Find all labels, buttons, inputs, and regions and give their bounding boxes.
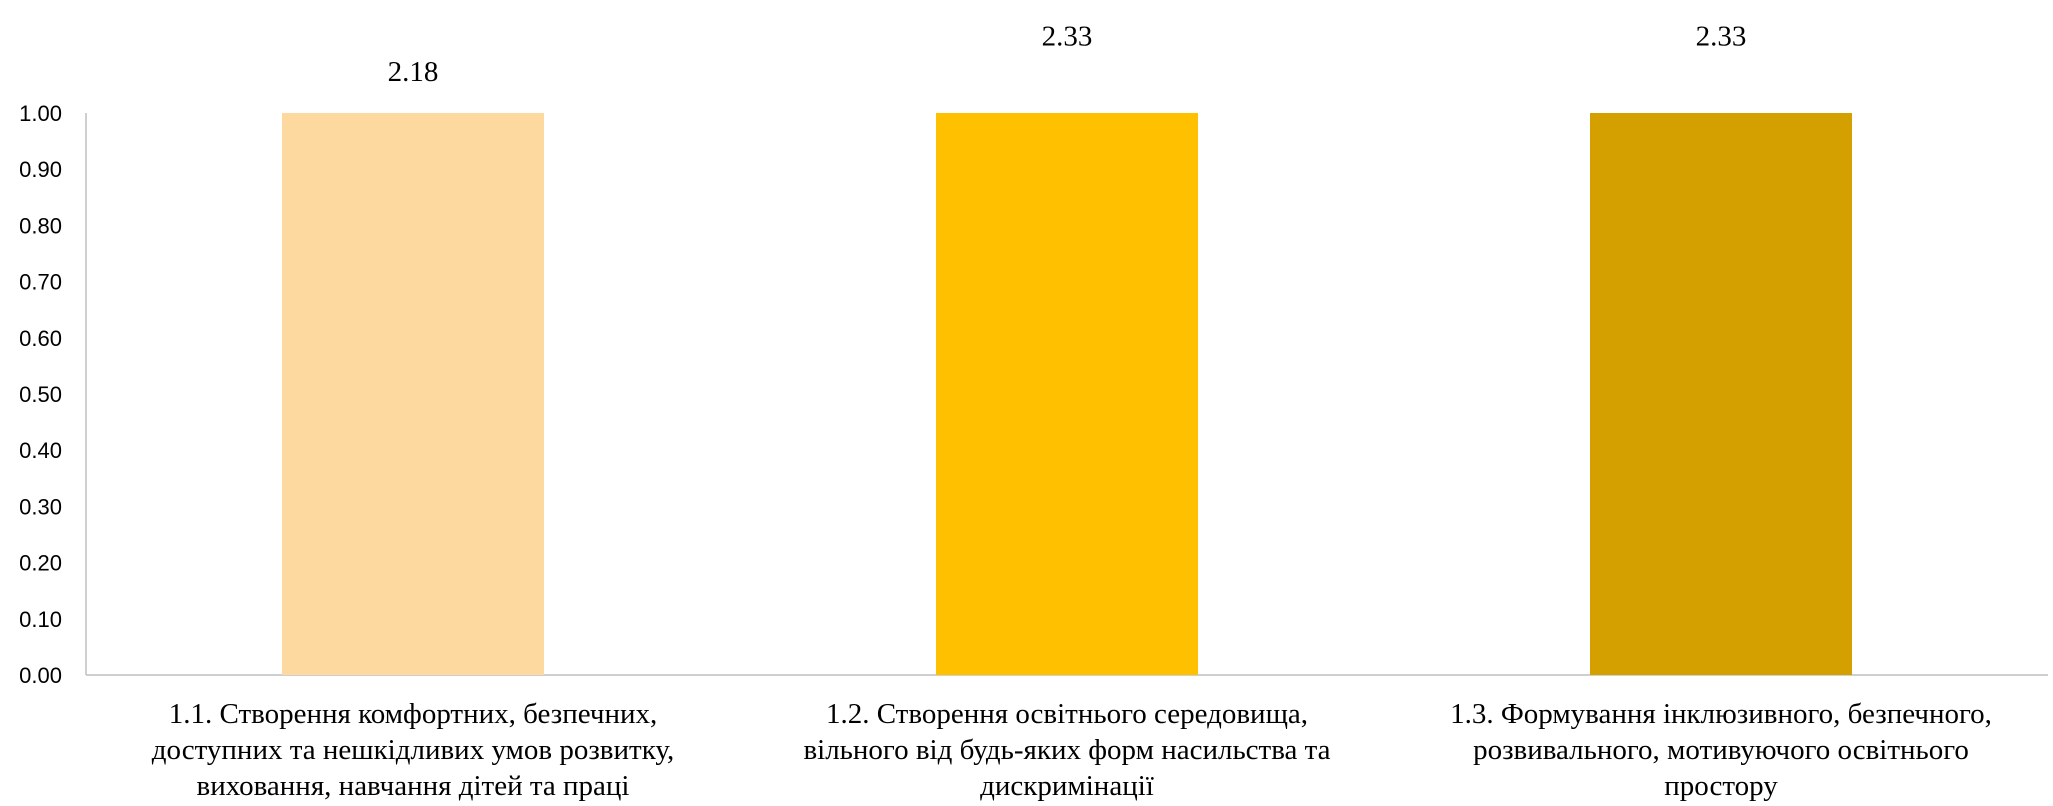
x-tick-label: 1.1. Створення комфортних, безпечних, дос…: [93, 696, 733, 804]
x-tick-label: 1.3. Формування інклюзивного, безпечного…: [1401, 696, 2041, 804]
x-tick-label: 1.2. Створення освітнього середовища, віл…: [747, 696, 1387, 804]
y-tick-label: 0.90: [19, 157, 62, 182]
data-label: 2.33: [1042, 21, 1093, 53]
x-tick-label-line: розвивального, мотивуючого освітнього: [1473, 734, 1969, 766]
y-tick-label: 0.70: [19, 270, 62, 295]
data-label: 2.18: [388, 56, 439, 88]
y-tick-label: 0.20: [19, 551, 62, 576]
data-label: 2.33: [1696, 21, 1747, 53]
y-tick-label: 0.00: [19, 663, 62, 688]
x-tick-label-line: виховання, навчання дітей та праці: [196, 770, 630, 802]
y-tick-label: 0.50: [19, 382, 62, 407]
y-tick-label: 0.80: [19, 213, 62, 238]
x-tick-label-line: 1.2. Створення освітнього середовища,: [825, 698, 1309, 730]
x-tick-label-line: 1.3. Формування інклюзивного, безпечного…: [1450, 698, 1992, 730]
bar: [1590, 113, 1852, 675]
y-tick-label: 0.10: [19, 607, 62, 632]
bar: [282, 113, 544, 675]
x-tick-label-line: вільного від будь-яких форм насильства т…: [803, 734, 1331, 766]
x-tick-label-line: простору: [1664, 770, 1778, 802]
y-tick-label: 0.40: [19, 438, 62, 463]
y-tick-label: 1.00: [19, 101, 62, 126]
y-tick-label: 0.60: [19, 326, 62, 351]
y-tick-label: 0.30: [19, 494, 62, 519]
x-tick-label-line: 1.1. Створення комфортних, безпечних,: [168, 698, 658, 730]
bar: [936, 113, 1198, 675]
x-tick-label-line: доступних та нешкідливих умов розвитку,: [151, 734, 675, 766]
x-tick-label-line: дискримінації: [980, 770, 1154, 802]
